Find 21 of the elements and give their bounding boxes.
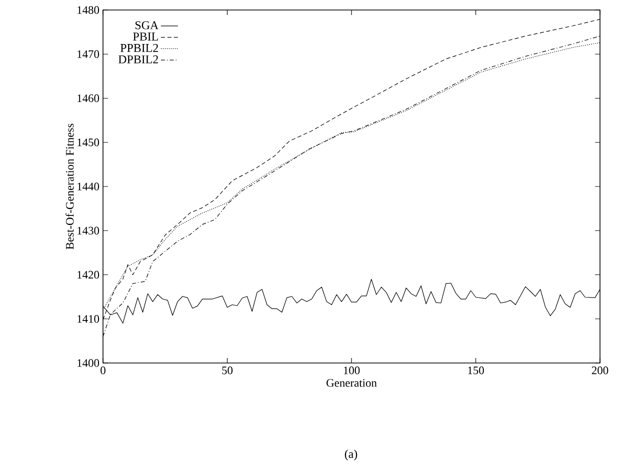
x-tick-label: 100 bbox=[344, 366, 360, 374]
y-tick-label: 1440 bbox=[78, 182, 100, 190]
y-tick-label: 1460 bbox=[78, 94, 100, 102]
legend-label: DPBIL2 bbox=[118, 55, 158, 64]
legend-label: SGA bbox=[136, 21, 159, 30]
x-axis-title: Generation bbox=[326, 379, 377, 387]
y-tick-label: 1470 bbox=[78, 50, 100, 58]
x-tick-label: 150 bbox=[468, 366, 484, 374]
text: (a) bbox=[344, 450, 358, 460]
y-tick-label: 1410 bbox=[78, 315, 100, 323]
legend-label: PPBIL2 bbox=[120, 44, 158, 52]
x-tick-label: 200 bbox=[592, 366, 608, 374]
y-tick-label: 1400 bbox=[78, 359, 100, 367]
y-axis-title: Best-Of-Generation Fitness bbox=[66, 124, 74, 250]
legend-label: PBIL bbox=[133, 32, 158, 41]
y-tick-label: 1420 bbox=[78, 270, 100, 279]
x-tick-label: 50 bbox=[222, 366, 233, 374]
y-tick-label: 1430 bbox=[78, 226, 100, 234]
y-tick-label: 1480 bbox=[78, 6, 100, 14]
x-tick-label: 0 bbox=[100, 366, 106, 374]
y-tick-label: 1450 bbox=[78, 138, 100, 146]
